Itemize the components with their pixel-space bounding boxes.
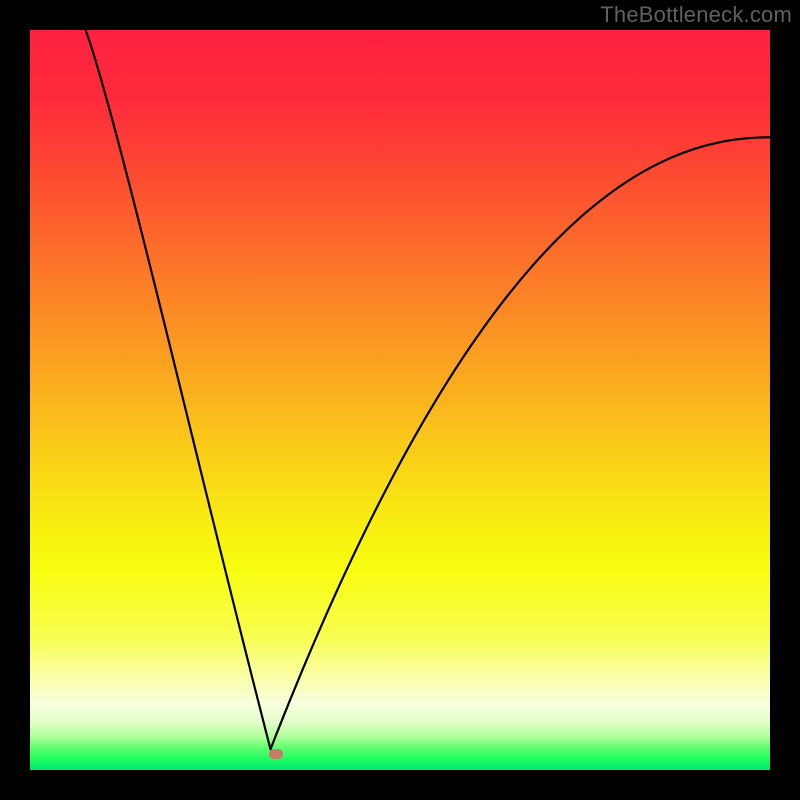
optimum-marker	[269, 749, 283, 759]
watermark-text: TheBottleneck.com	[600, 2, 792, 28]
plot-frame	[30, 30, 770, 770]
bottleneck-curve	[86, 30, 771, 749]
curve-svg	[30, 30, 770, 770]
